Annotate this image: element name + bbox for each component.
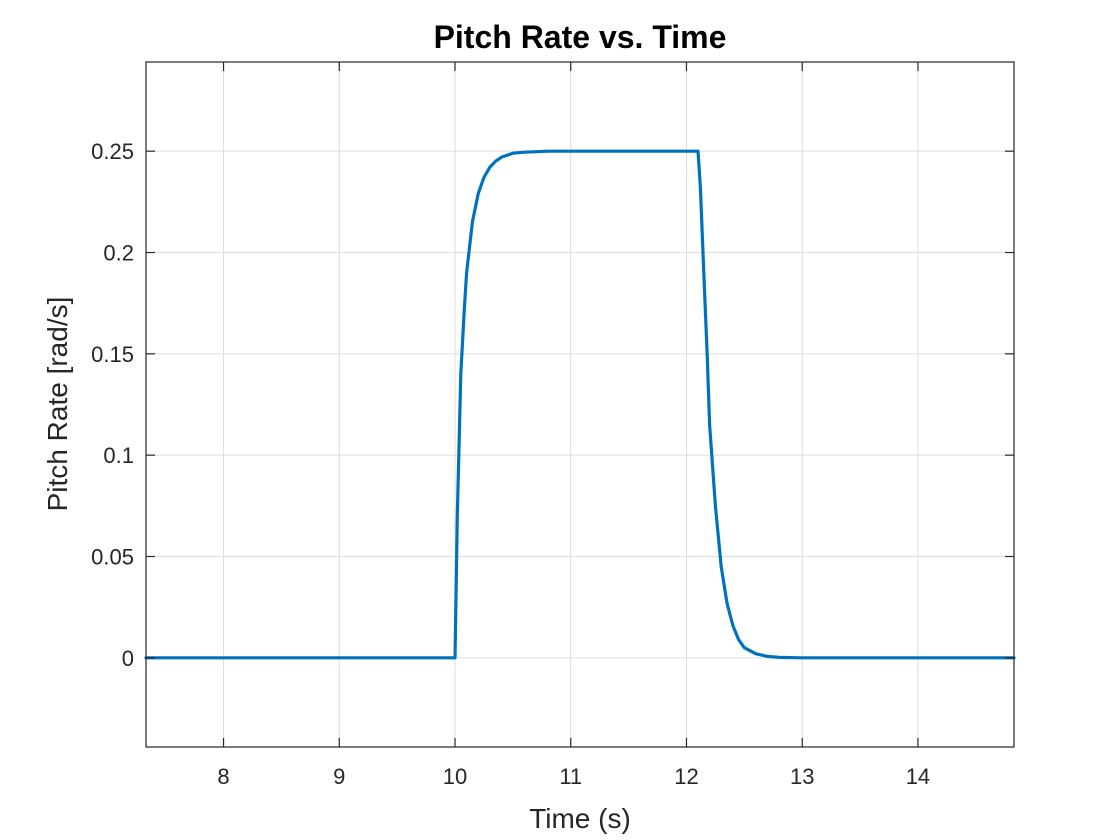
x-tick-label: 13 [790, 764, 814, 789]
y-tick-label: 0.25 [91, 139, 134, 164]
x-tick-label: 10 [443, 764, 467, 789]
x-axis-label: Time (s) [529, 803, 631, 834]
y-tick-label: 0.2 [103, 241, 134, 266]
series-layer [144, 149, 1016, 660]
x-tick-label: 9 [333, 764, 345, 789]
x-tick-label: 11 [559, 764, 582, 789]
y-axis-label: Pitch Rate [rad/s] [42, 297, 73, 512]
y-tick-label: 0.1 [103, 443, 134, 468]
chart-title: Pitch Rate vs. Time [434, 19, 727, 55]
y-tick-label: 0 [122, 646, 134, 671]
x-tick-label: 14 [906, 764, 930, 789]
y-ticks: 0 0.05 0.1 0.15 0.2 0.25 [91, 139, 1014, 671]
x-tick-label: 12 [674, 764, 698, 789]
y-tick-label: 0.15 [91, 342, 134, 367]
pitch-rate-series-line [144, 149, 1016, 660]
x-ticks: 8 9 10 11 12 13 14 [217, 62, 930, 789]
plot-area [146, 62, 1014, 747]
x-grid-lines [223, 62, 919, 747]
x-tick-label: 8 [217, 764, 229, 789]
y-tick-label: 0.05 [91, 544, 134, 569]
plot-frame [145, 61, 1015, 748]
